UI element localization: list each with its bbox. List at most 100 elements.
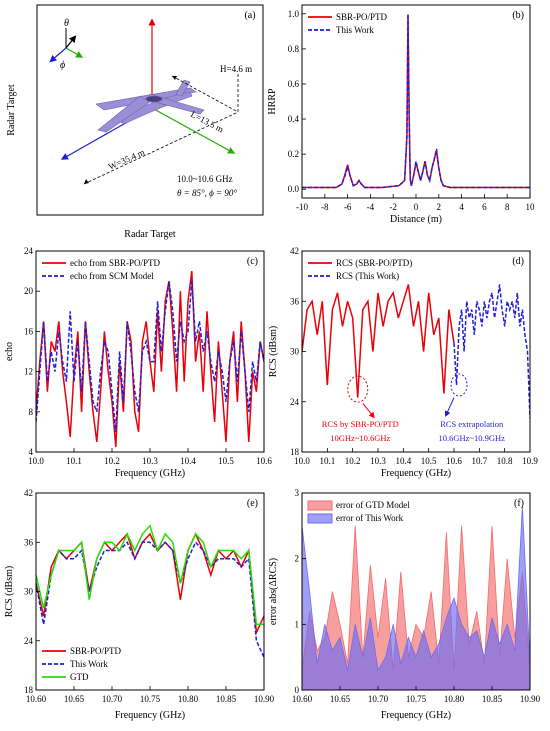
phi-label: ϕ (60, 60, 65, 71)
y-tick-label-d-2: 30 (290, 347, 300, 357)
legend-label-c-0: echo from SBR-PO/PTD (70, 258, 161, 268)
annotation-arrow-right (444, 397, 455, 418)
legend-label-e-0: SBR-PO/PTD (70, 646, 122, 656)
theta-label: θ (64, 18, 69, 29)
plot-area-e (36, 524, 264, 658)
x-tick-label-b-5: 0 (414, 202, 419, 212)
x-tick-label-e-3: 10.75 (140, 694, 161, 704)
legend-e: SBR-PO/PTD This Work GTD (42, 646, 122, 682)
x-tick-label-e-4: 10.80 (178, 694, 199, 704)
panel-e: 10.60 10.65 10.70 10.75 10.80 10.85 10.90 18 24 3… (4, 488, 275, 721)
x-tick-label-f-3: 10.75 (406, 694, 427, 704)
aircraft-icon (95, 79, 205, 133)
x-tick-label-d-3: 10.3 (370, 456, 386, 466)
legend-label-f-0: error of GTD Model (336, 500, 410, 510)
x-tick-label-d-9: 10.9 (522, 456, 538, 466)
y-tick-label-d-3: 36 (290, 296, 300, 306)
annotation-left-2: 10GHz~10.6GHz (330, 433, 390, 443)
x-tick-label-e-2: 10.70 (102, 694, 123, 704)
y-axis (151, 107, 236, 154)
legend-label-d-1: RCS (This Work) (336, 271, 399, 281)
x-axis-label-f: Frequency (GHz) (381, 710, 451, 721)
annotation-arrow-left (362, 403, 375, 419)
series-line-e-0 (36, 532, 264, 636)
y-tick-label-d-0: 18 (290, 447, 300, 457)
x-tick-label-c-0: 10.0 (28, 456, 44, 466)
x-tick-label-c-1: 10.1 (66, 456, 82, 466)
panel-a-frame (36, 4, 264, 216)
x-tick-label-b-10: 10 (526, 202, 536, 212)
legend-label-b-1: This Work (336, 25, 374, 35)
x-axis-label-d: Frequency (GHz) (381, 468, 451, 479)
length-label: L=13.5 m (189, 109, 225, 135)
x-tick-label-e-0: 10.60 (26, 694, 47, 704)
x-tick-label-e-1: 10.65 (64, 694, 85, 704)
x-tick-label-b-3: -4 (367, 202, 375, 212)
x-tick-label-d-5: 10.5 (421, 456, 437, 466)
series-line-d-0 (302, 284, 455, 398)
x-tick-label-f-0: 10.60 (292, 694, 313, 704)
legend-label-b-0: SBR-PO/PTD (336, 12, 388, 22)
panel-c: 10.0 10.1 10.2 10.3 10.4 10.5 10.6 4 8 12 16 20 24 Fr… (4, 246, 272, 479)
x-tick-label-d-6: 10.6 (446, 456, 462, 466)
legend-swatch-f-0 (307, 500, 333, 511)
panel-label-f: (f) (514, 498, 524, 509)
x-tick-label-b-2: -6 (344, 202, 352, 212)
plot-area-c (36, 271, 264, 448)
panel-a: (a) Radar Target Radar Target θ ϕ (6, 4, 264, 240)
plot-area-b (302, 13, 530, 189)
y-tick-label-d-4: 42 (290, 246, 299, 256)
plot-area-d (302, 284, 530, 419)
band-label: 10.0~10.6 GHz (177, 174, 233, 184)
y-axis-label-d: RCS (dBsm) (268, 326, 279, 377)
x-tick-label-b-7: 4 (459, 202, 464, 212)
length-line (171, 75, 239, 113)
legend-label-e-2: GTD (70, 672, 89, 682)
legend-label-c-1: echo from SCM Model (70, 271, 154, 281)
series-line-e-2 (36, 524, 264, 626)
panel-label-e: (e) (247, 498, 258, 509)
x-tick-label-f-4: 10.80 (444, 694, 465, 704)
panel-f: 10.60 10.65 10.70 10.75 10.80 10.85 10.90 0 1 2 3 F… (268, 488, 541, 721)
x-axis-label-c: Frequency (GHz) (115, 468, 185, 479)
y-tick-label-b-3: 0.6 (288, 79, 300, 89)
x-tick-label-f-1: 10.65 (330, 694, 351, 704)
width-line (83, 111, 239, 185)
series-area-f-1 (302, 506, 530, 690)
y-tick-label-f-3: 3 (295, 488, 300, 498)
y-tick-label-b-5: 1.0 (288, 9, 300, 19)
y-tick-label-c-1: 8 (29, 407, 34, 417)
x-tick-label-c-6: 10.6 (256, 456, 272, 466)
annotation-right-1: RCS extrapolation (440, 419, 504, 429)
legend-b: SBR-PO/PTD This Work (308, 12, 388, 35)
annotation-circle-right (450, 373, 468, 397)
annotation-circle-left (347, 375, 369, 403)
series-line-b-1 (302, 13, 530, 189)
x-tick-label-d-8: 10.8 (497, 456, 513, 466)
y-tick-label-c-4: 20 (24, 286, 34, 296)
y-tick-label-b-4: 0.8 (288, 44, 300, 54)
annotation-left-1: RCS by SBR-PO/PTD (322, 419, 399, 429)
x-tick-label-d-4: 10.4 (395, 456, 411, 466)
x-tick-label-f-5: 10.85 (482, 694, 503, 704)
y-tick-label-b-0: 0.0 (288, 184, 300, 194)
x-tick-label-d-0: 10.0 (294, 456, 310, 466)
legend-swatch-f-1 (307, 513, 333, 524)
x-tick-label-b-4: -2 (389, 202, 397, 212)
coordinate-frame-icon: θ ϕ (49, 18, 84, 71)
panel-label-d: (d) (512, 256, 524, 267)
x-tick-label-e-5: 10.85 (216, 694, 237, 704)
y-axis-label-c: echo (4, 342, 15, 361)
y-tick-label-c-5: 24 (24, 246, 34, 256)
width-label: W=35.4 m (107, 147, 146, 172)
y-tick-label-e-4: 42 (24, 488, 33, 498)
y-tick-label-e-0: 18 (24, 685, 34, 695)
y-tick-label-b-2: 0.4 (288, 114, 300, 124)
x-axis-label-b: Distance (m) (390, 214, 442, 225)
y-tick-label-c-2: 12 (24, 367, 33, 377)
angle-label: θ = 85°, ϕ = 90° (177, 188, 237, 198)
panel-b: -10 -8 -6 -4 -2 0 2 4 6 8 10 0.0 0.2 0.4 0.6 0.8 1.0 Dist… (267, 4, 536, 225)
legend-d: RCS (SBR-PO/PTD) RCS (This Work) (308, 258, 412, 281)
panel-d: 10.0 10.1 10.2 10.3 10.4 10.5 10.6 10.7 10.8 10.9… (268, 246, 538, 479)
